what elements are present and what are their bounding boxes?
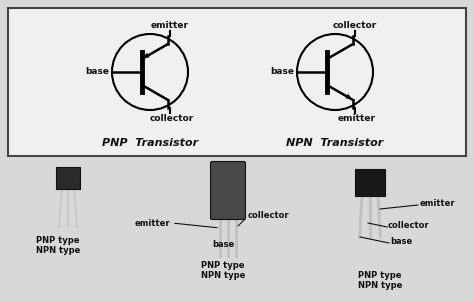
Polygon shape bbox=[143, 53, 150, 58]
Text: base: base bbox=[212, 240, 234, 249]
Text: base: base bbox=[390, 236, 412, 246]
FancyBboxPatch shape bbox=[56, 167, 80, 189]
Text: NPN  Transistor: NPN Transistor bbox=[286, 138, 383, 148]
Polygon shape bbox=[346, 94, 352, 99]
FancyBboxPatch shape bbox=[8, 8, 466, 156]
Text: NPN type: NPN type bbox=[358, 281, 402, 290]
Text: collector: collector bbox=[333, 21, 377, 30]
FancyBboxPatch shape bbox=[355, 169, 385, 196]
Text: NPN type: NPN type bbox=[201, 271, 245, 280]
Text: emitter: emitter bbox=[420, 198, 456, 207]
Text: collector: collector bbox=[248, 211, 290, 220]
Text: emitter: emitter bbox=[151, 21, 189, 30]
Text: emitter: emitter bbox=[134, 219, 170, 227]
Text: PNP  Transistor: PNP Transistor bbox=[102, 138, 198, 148]
Text: PNP type: PNP type bbox=[201, 261, 245, 270]
Text: base: base bbox=[85, 68, 109, 76]
Text: emitter: emitter bbox=[338, 114, 376, 123]
Text: PNP type: PNP type bbox=[358, 271, 402, 280]
Text: base: base bbox=[270, 68, 294, 76]
Text: collector: collector bbox=[150, 114, 194, 123]
FancyBboxPatch shape bbox=[210, 162, 246, 220]
Text: PNP type: PNP type bbox=[36, 236, 80, 245]
Text: NPN type: NPN type bbox=[36, 246, 80, 255]
Text: collector: collector bbox=[388, 220, 429, 230]
